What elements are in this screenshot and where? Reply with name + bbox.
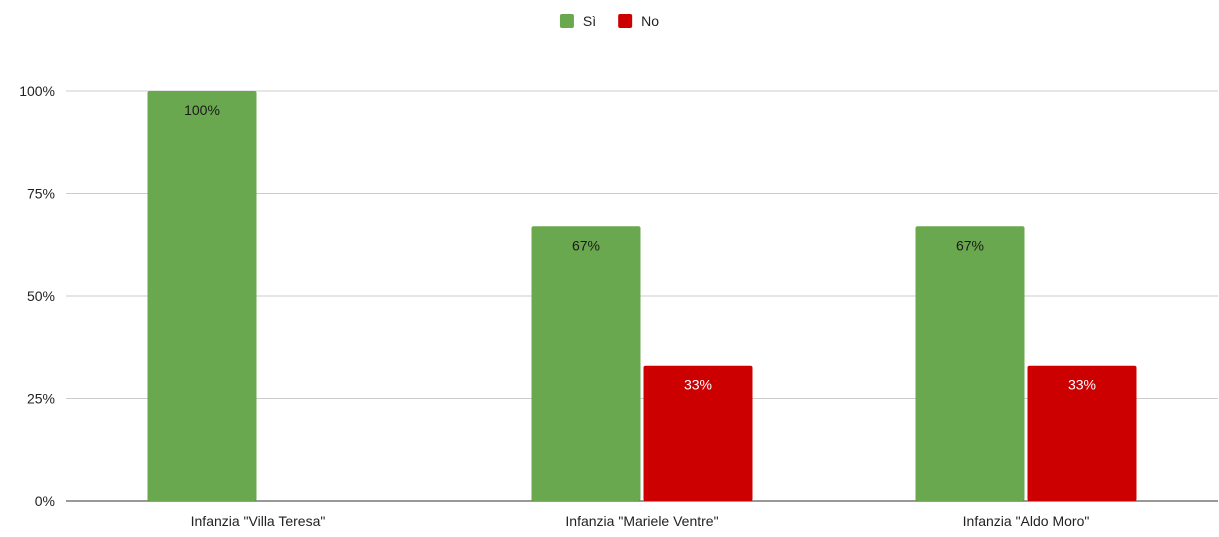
legend-swatch [559, 14, 574, 28]
gridlines [66, 90, 1218, 502]
data-label: 67% [956, 237, 984, 253]
bars [147, 91, 1137, 502]
x-tick-label: Infanzia "Villa Teresa" [191, 513, 326, 529]
legend-swatch [618, 14, 633, 28]
legend[interactable]: Sì No [559, 13, 659, 29]
data-labels: 100% 67% 33% 67% 33% [184, 102, 1096, 393]
data-label: 67% [572, 237, 600, 253]
x-axis-tick-labels: Infanzia "Villa Teresa" Infanzia "Mariele… [191, 513, 1090, 529]
x-tick-label: Infanzia "Mariele Ventre" [565, 513, 718, 529]
y-axis-tick-labels: 0% 25% 50% 75% 100% [19, 83, 55, 509]
bar[interactable] [915, 226, 1025, 502]
bar[interactable] [147, 91, 257, 501]
x-tick-label: Infanzia "Aldo Moro" [963, 513, 1090, 529]
bar[interactable] [643, 365, 753, 501]
legend-label: No [641, 13, 659, 29]
legend-item[interactable]: Sì [559, 13, 596, 29]
data-label: 100% [184, 102, 220, 118]
data-label: 33% [684, 377, 712, 393]
y-tick-label: 25% [27, 391, 55, 407]
y-tick-label: 0% [35, 493, 55, 509]
bar[interactable] [531, 226, 641, 502]
y-tick-label: 100% [19, 83, 55, 99]
y-tick-label: 75% [27, 186, 55, 202]
legend-item[interactable]: No [618, 13, 659, 29]
y-tick-label: 50% [27, 288, 55, 304]
legend-label: Sì [583, 13, 596, 29]
data-label: 33% [1068, 377, 1096, 393]
bar[interactable] [1027, 365, 1137, 501]
